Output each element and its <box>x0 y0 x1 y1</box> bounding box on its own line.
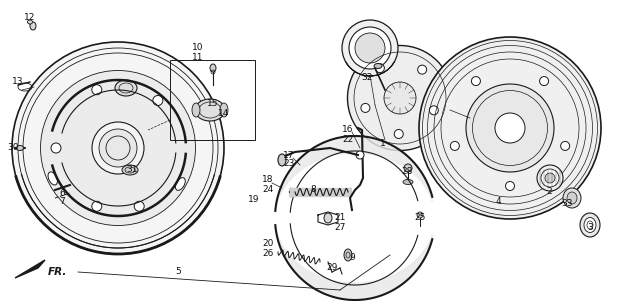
Ellipse shape <box>134 201 144 211</box>
Polygon shape <box>275 224 432 300</box>
Ellipse shape <box>384 82 416 114</box>
Ellipse shape <box>495 113 525 143</box>
Ellipse shape <box>51 143 61 153</box>
Text: FR.: FR. <box>48 267 67 277</box>
Polygon shape <box>15 260 45 278</box>
Ellipse shape <box>561 141 570 150</box>
Ellipse shape <box>17 145 24 150</box>
Ellipse shape <box>419 37 601 219</box>
Text: 21: 21 <box>334 213 346 222</box>
Ellipse shape <box>584 218 596 232</box>
Ellipse shape <box>122 165 138 175</box>
Ellipse shape <box>115 80 137 96</box>
Polygon shape <box>275 136 432 212</box>
Ellipse shape <box>394 129 403 138</box>
Text: 10: 10 <box>192 44 204 52</box>
Text: 3: 3 <box>587 224 593 232</box>
Ellipse shape <box>540 76 548 85</box>
Text: 14: 14 <box>218 108 230 117</box>
Ellipse shape <box>418 65 427 74</box>
Text: 9: 9 <box>349 253 355 262</box>
Ellipse shape <box>28 20 33 24</box>
Text: 7: 7 <box>59 197 65 206</box>
Ellipse shape <box>192 103 200 117</box>
Ellipse shape <box>563 188 581 208</box>
Ellipse shape <box>390 88 410 108</box>
Ellipse shape <box>195 99 225 121</box>
Text: 8: 8 <box>310 185 316 194</box>
Ellipse shape <box>99 129 137 167</box>
Bar <box>170 60 255 140</box>
Text: 11: 11 <box>192 52 204 61</box>
Ellipse shape <box>537 165 563 191</box>
Ellipse shape <box>466 84 554 172</box>
Text: 24: 24 <box>262 185 274 194</box>
Ellipse shape <box>92 201 102 211</box>
Text: 13: 13 <box>12 77 24 86</box>
Ellipse shape <box>374 64 382 69</box>
Ellipse shape <box>48 172 58 185</box>
Text: 20: 20 <box>262 240 274 249</box>
Ellipse shape <box>403 179 413 185</box>
Text: 1: 1 <box>380 138 386 147</box>
Ellipse shape <box>361 104 370 112</box>
Text: 16: 16 <box>342 126 354 135</box>
Text: 28: 28 <box>401 167 413 176</box>
Ellipse shape <box>40 70 195 225</box>
Ellipse shape <box>12 42 224 254</box>
Text: 19: 19 <box>248 196 260 204</box>
Text: 25: 25 <box>414 213 426 222</box>
Ellipse shape <box>567 192 577 204</box>
Ellipse shape <box>153 95 163 106</box>
Ellipse shape <box>545 173 555 183</box>
Ellipse shape <box>92 85 102 95</box>
Ellipse shape <box>344 249 352 261</box>
Text: 31: 31 <box>126 166 138 175</box>
Text: 32: 32 <box>362 73 372 82</box>
Ellipse shape <box>349 27 391 69</box>
Ellipse shape <box>175 178 185 191</box>
Ellipse shape <box>404 164 412 172</box>
Text: 26: 26 <box>262 249 274 257</box>
Ellipse shape <box>472 76 481 85</box>
Text: 4: 4 <box>495 197 501 206</box>
Ellipse shape <box>541 169 559 187</box>
Ellipse shape <box>355 33 385 63</box>
Text: 33: 33 <box>561 198 573 207</box>
Ellipse shape <box>506 182 515 191</box>
Text: 23: 23 <box>284 160 294 169</box>
Text: 29: 29 <box>326 262 338 272</box>
Text: 30: 30 <box>7 144 19 153</box>
Ellipse shape <box>324 213 332 223</box>
Ellipse shape <box>580 213 600 237</box>
Ellipse shape <box>356 151 364 159</box>
Ellipse shape <box>210 64 216 72</box>
Ellipse shape <box>429 106 438 115</box>
Text: 6: 6 <box>59 188 65 197</box>
Ellipse shape <box>92 122 144 174</box>
Ellipse shape <box>417 212 423 218</box>
Ellipse shape <box>348 45 452 150</box>
Ellipse shape <box>376 64 385 73</box>
Ellipse shape <box>30 22 36 30</box>
Text: 27: 27 <box>334 222 346 231</box>
Text: 17: 17 <box>284 150 295 160</box>
Text: 22: 22 <box>342 135 354 144</box>
Text: 18: 18 <box>262 175 274 185</box>
Ellipse shape <box>278 154 286 166</box>
Ellipse shape <box>220 103 228 117</box>
Ellipse shape <box>342 20 398 76</box>
Text: 2: 2 <box>546 188 552 197</box>
Text: 15: 15 <box>207 98 219 107</box>
Text: 5: 5 <box>175 268 181 277</box>
Text: 12: 12 <box>24 14 36 23</box>
Ellipse shape <box>451 141 460 150</box>
